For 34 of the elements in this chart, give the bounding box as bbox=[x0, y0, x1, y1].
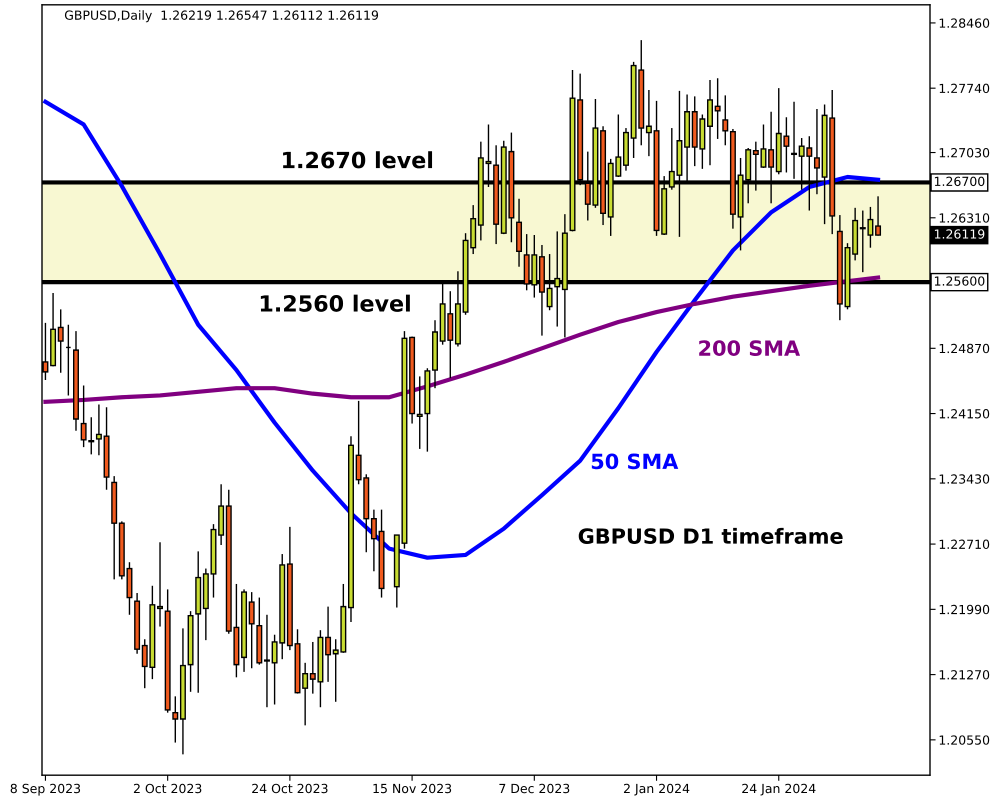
ref-line-label: 1.26700 bbox=[934, 176, 984, 186]
series-label: 50 SMA bbox=[592, 453, 678, 470]
y-tick-label: 1.21270 bbox=[940, 670, 990, 680]
x-tick-label: 24 Jan 2024 bbox=[742, 784, 816, 796]
text: 1.26119 bbox=[934, 229, 984, 239]
y-tick-label: 1.21990 bbox=[940, 604, 990, 614]
candlestick bbox=[80, 384, 87, 448]
x-tick-label: 7 Dec 2023 bbox=[499, 784, 570, 794]
y-tick-label: 1.26310 bbox=[940, 213, 990, 223]
y-tick-label: 1.22710 bbox=[940, 540, 990, 550]
y-tick-label: 1.20550 bbox=[940, 735, 990, 745]
annotation: 1.2560 level bbox=[260, 294, 410, 312]
x-tick-label: 24 Oct 2023 bbox=[252, 784, 328, 794]
candlestick bbox=[783, 116, 790, 174]
y-tick-label: 1.24150 bbox=[940, 409, 990, 418]
annotation: 1.2670 level bbox=[283, 151, 432, 168]
candlestick bbox=[142, 638, 148, 689]
line-series bbox=[43, 100, 880, 560]
chart-title: GBPUSD,Daily 1.26219 1.26547 1.26112 1.26119 bbox=[64, 10, 378, 22]
y-tick-label: 1.24870 bbox=[940, 344, 990, 354]
y-tick-label: 1.27740 bbox=[940, 84, 990, 94]
y-tick-label: 1.23430 bbox=[940, 474, 990, 484]
candlestick bbox=[88, 416, 94, 456]
annotation: GBPUSD D1 timeframe bbox=[578, 528, 843, 544]
y-tick-label: 1.28460 bbox=[940, 18, 990, 28]
x-tick-label: 2 Oct 2023 bbox=[134, 784, 202, 794]
series-label: 200 SMA bbox=[699, 340, 800, 356]
line-series bbox=[43, 276, 880, 404]
x-tick-label: 8 Sep 2023 bbox=[10, 784, 80, 796]
x-tick-label: 15 Nov 2023 bbox=[373, 784, 452, 794]
ref-line-label: 1.25600 bbox=[934, 276, 984, 286]
candlestick bbox=[65, 324, 72, 396]
y-tick-label: 1.27030 bbox=[940, 148, 990, 158]
x-tick-label: 2 Jan 2024 bbox=[624, 784, 690, 796]
